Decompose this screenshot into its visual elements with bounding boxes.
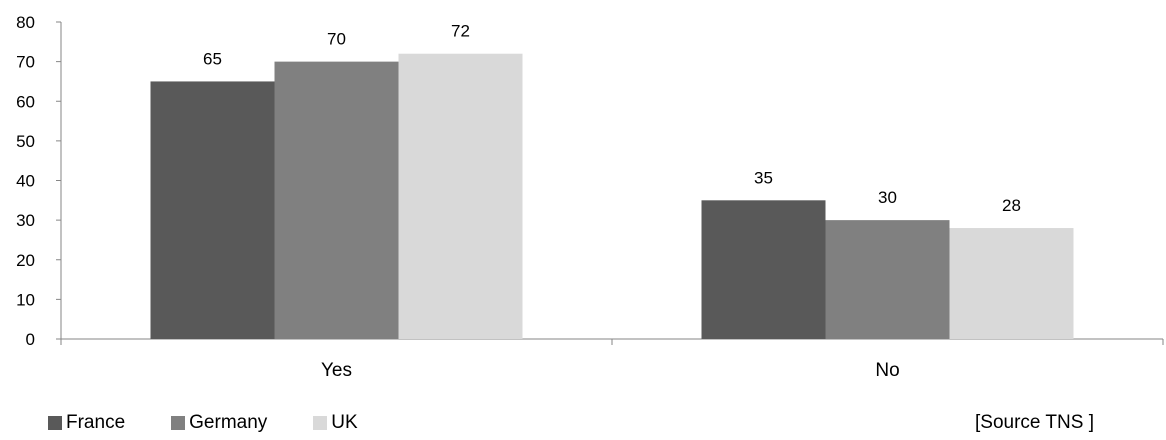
data-labels: 65 70 72 35 30 28 bbox=[203, 22, 1021, 215]
y-tick-label: 20 bbox=[16, 251, 35, 270]
legend-label: UK bbox=[331, 412, 358, 433]
y-tick-label: 10 bbox=[16, 290, 35, 309]
data-label: 72 bbox=[451, 22, 470, 41]
legend-label: France bbox=[66, 412, 126, 433]
data-label: 65 bbox=[203, 49, 222, 68]
legend-label: Germany bbox=[189, 412, 268, 433]
legend-item: Germany bbox=[171, 412, 267, 434]
y-tick-label: 80 bbox=[16, 13, 35, 32]
bar bbox=[398, 53, 523, 339]
y-tick-label: 70 bbox=[16, 53, 35, 72]
bar bbox=[150, 81, 275, 339]
x-tick-label: Yes bbox=[321, 360, 352, 381]
bar bbox=[949, 228, 1074, 339]
y-tick-label: 0 bbox=[26, 330, 35, 349]
legend-swatch bbox=[48, 416, 62, 430]
y-tick-label: 60 bbox=[16, 92, 35, 111]
legend-swatch bbox=[313, 416, 328, 430]
legend-item: UK bbox=[313, 412, 358, 434]
source-note: [Source TNS ] bbox=[975, 412, 1094, 433]
y-tick-label: 50 bbox=[16, 132, 35, 151]
x-tick-label: No bbox=[875, 360, 899, 381]
data-label: 30 bbox=[878, 188, 897, 207]
bars bbox=[150, 53, 1074, 339]
x-axis: Yes No bbox=[60, 338, 1164, 381]
y-tick-label: 30 bbox=[16, 211, 35, 230]
bar bbox=[825, 220, 950, 339]
y-tick-label: 40 bbox=[16, 172, 35, 191]
bar bbox=[274, 61, 399, 339]
data-label: 35 bbox=[754, 168, 773, 187]
bar bbox=[701, 200, 826, 339]
data-label: 70 bbox=[327, 30, 346, 49]
legend: France Germany UK bbox=[48, 412, 404, 434]
legend-swatch bbox=[171, 416, 186, 430]
legend-item: France bbox=[48, 412, 125, 434]
data-label: 28 bbox=[1002, 196, 1021, 215]
y-axis: 0 10 20 30 40 50 60 70 80 bbox=[16, 13, 62, 349]
